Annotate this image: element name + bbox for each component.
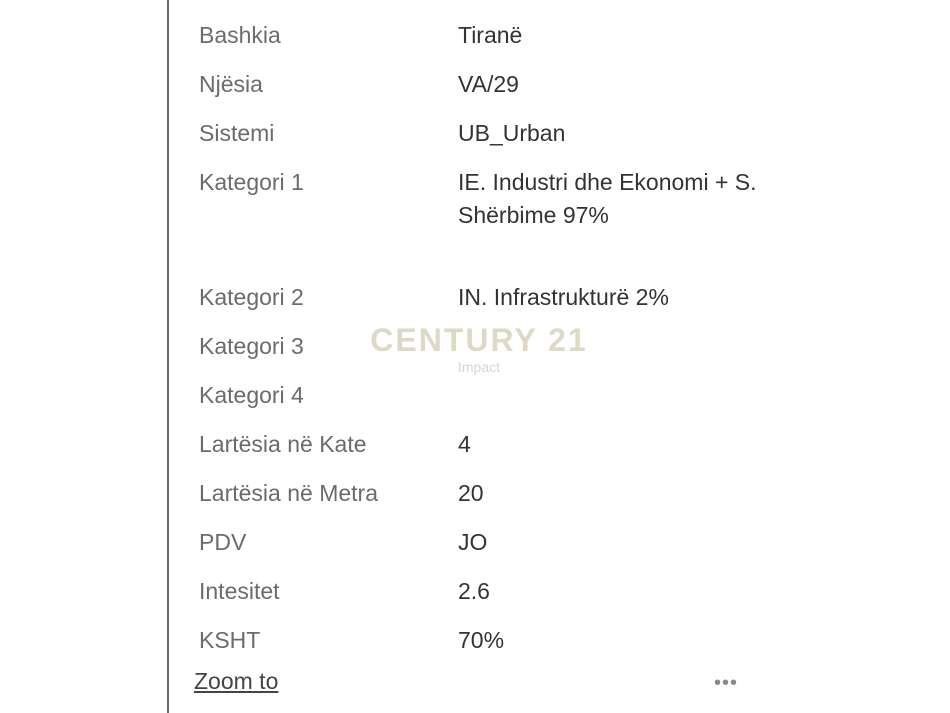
popup-panel: Bashkia Tiranë Njësia VA/29 Sistemi UB_Urba… [167,0,789,713]
attribute-label: Kategori 4 [199,382,304,408]
attribute-row: Kategori 2 IN. Infrastrukturë 2% [199,273,779,322]
ellipsis-icon[interactable]: ••• [714,672,739,694]
attribute-value: Tiranë [458,22,523,48]
attribute-label: Sistemi [199,120,275,146]
attribute-value: 70% [458,627,505,653]
watermark-subtitle: Impact [457,359,500,375]
attribute-row: Lartësia në Kate 4 [199,420,779,469]
attribute-label: PDV [199,529,247,555]
attribute-label: KSHT [199,627,261,653]
attribute-value: UB_Urban [458,120,566,146]
watermark-logo: CENTURY 21 Impact [364,322,594,375]
attribute-row: KSHT 70% [199,616,779,665]
attribute-label: Lartësia në Kate [199,431,367,457]
attribute-row: Lartësia në Metra 20 [199,469,779,518]
attribute-label: Kategori 3 [199,333,304,359]
zoom-to-link[interactable]: Zoom to [194,668,279,694]
attribute-label: Kategori 1 [199,169,304,195]
attribute-value: IN. Infrastrukturë 2% [458,284,669,310]
attribute-row: Bashkia Tiranë [199,11,779,60]
attribute-row: Kategori 3 [199,322,779,371]
attribute-row: Kategori 1 IE. Industri dhe Ekonomi + S. … [199,158,779,273]
watermark-title: CENTURY 21 [370,322,588,358]
attribute-row: Sistemi UB_Urban [199,109,779,158]
attribute-label: Intesitet [199,578,280,604]
attribute-value: VA/29 [458,71,519,97]
attribute-row: PDV JO [199,518,779,567]
attribute-value: JO [458,529,488,555]
attribute-value: 2.6 [458,578,490,604]
attribute-row: Kategori 4 [199,371,779,420]
attribute-label: Lartësia në Metra [199,480,378,506]
attribute-value: IE. Industri dhe Ekonomi + S. Shërbime 9… [458,169,757,228]
attribute-row: Njësia VA/29 [199,60,779,109]
attribute-table: Bashkia Tiranë Njësia VA/29 Sistemi UB_Urba… [199,11,779,665]
attribute-value: 20 [458,480,484,506]
attribute-label: Kategori 2 [199,284,304,310]
attribute-value: 4 [458,431,471,457]
attribute-label: Njësia [199,71,263,97]
attribute-row: Intesitet 2.6 [199,567,779,616]
attribute-label: Bashkia [199,22,281,48]
